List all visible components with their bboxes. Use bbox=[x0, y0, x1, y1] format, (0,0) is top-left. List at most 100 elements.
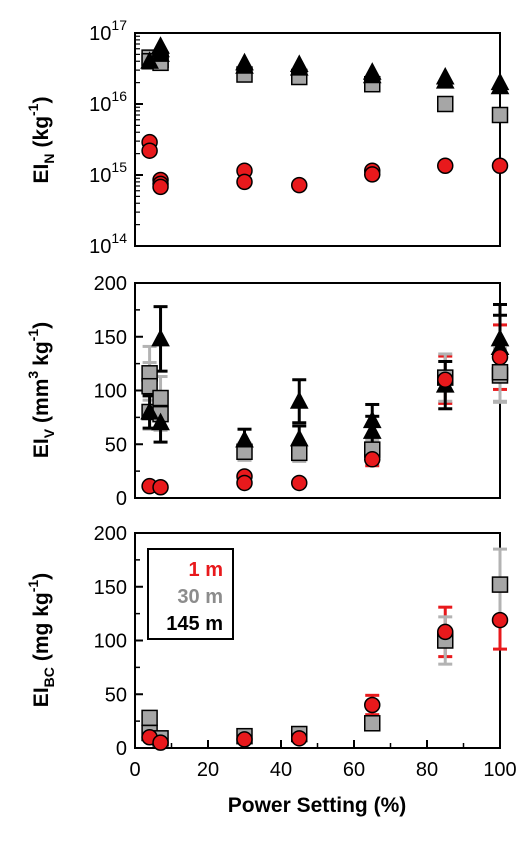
tick-exponent: 14 bbox=[111, 230, 127, 246]
marker-145m-triangle bbox=[151, 412, 170, 431]
y-tick-label: 50 bbox=[105, 684, 127, 706]
marker-145m-triangle bbox=[151, 328, 170, 347]
y-axis-title-bottom: EIBC (mg kg-1) bbox=[25, 573, 57, 707]
markers-top bbox=[140, 36, 510, 196]
y-ticks-bottom: 0 50 100 150 200 bbox=[94, 523, 143, 760]
y-title-unit-sup: -1 bbox=[25, 103, 41, 116]
x-tick-label: 60 bbox=[343, 759, 365, 781]
tick-base: 10 bbox=[89, 94, 111, 116]
y-tick-label: 0 bbox=[116, 738, 127, 760]
markers-middle bbox=[140, 328, 510, 496]
x-tick-label: 20 bbox=[197, 759, 219, 781]
y-title-unit2-sup: -1 bbox=[25, 329, 41, 342]
marker-1m-circle bbox=[437, 371, 454, 388]
marker-1m-circle bbox=[141, 142, 158, 159]
legend-box bbox=[147, 548, 234, 640]
marker-1m-circle bbox=[291, 474, 308, 492]
x-tick-label: 40 bbox=[270, 759, 292, 781]
y-title-main: EI bbox=[30, 438, 53, 458]
y-tick-label: 1015 bbox=[89, 159, 127, 187]
y-tick-label: 200 bbox=[94, 523, 127, 545]
y-tick-label: 150 bbox=[94, 327, 127, 349]
y-title-unit: (mg kg bbox=[30, 592, 53, 661]
marker-1m-circle bbox=[437, 623, 454, 641]
marker-145m-triangle bbox=[289, 391, 309, 409]
x-tick-label: 80 bbox=[416, 759, 438, 781]
y-title-sub: V bbox=[41, 428, 57, 438]
error-bars-bottom bbox=[365, 547, 507, 717]
marker-1m-circle bbox=[491, 157, 509, 174]
marker-1m-circle bbox=[364, 451, 381, 468]
y-title-unit: (kg bbox=[30, 116, 53, 148]
legend: 1 m 30 m 145 m bbox=[147, 548, 234, 640]
y-tick-label: 0 bbox=[116, 488, 127, 510]
y-tick-label: 100 bbox=[94, 631, 127, 653]
marker-145m-triangle bbox=[490, 76, 510, 95]
marker-1m-circle bbox=[491, 348, 509, 366]
marker-30m-square bbox=[291, 444, 308, 462]
y-axis-title-top: EIN (kg-1) bbox=[25, 97, 57, 184]
y-title-main: EI bbox=[30, 687, 53, 707]
legend-entry-1m: 1 m bbox=[189, 559, 223, 581]
y-title-unit2: kg bbox=[30, 341, 53, 366]
marker-30m-square bbox=[491, 576, 509, 593]
y-tick-label: 100 bbox=[94, 381, 127, 403]
y-tick-label: 1017 bbox=[89, 17, 127, 45]
marker-1m-circle bbox=[291, 730, 308, 747]
y-title-unit-sup: 3 bbox=[25, 371, 41, 379]
plot-frame-top bbox=[134, 32, 501, 247]
tick-exponent: 16 bbox=[111, 88, 127, 104]
marker-30m-square bbox=[141, 709, 158, 727]
x-ticks-bottom: 0 20 40 60 80 100 bbox=[129, 740, 517, 781]
tick-base: 10 bbox=[89, 236, 111, 258]
y-tick-label: 1014 bbox=[89, 230, 127, 258]
y-title-close: ) bbox=[30, 573, 53, 580]
marker-145m-triangle bbox=[362, 421, 382, 439]
y-title-close: ) bbox=[30, 322, 53, 329]
y-tick-label: 150 bbox=[94, 577, 127, 599]
marker-1m-circle bbox=[291, 176, 308, 194]
marker-1m-circle bbox=[236, 474, 253, 492]
legend-entry-145m: 145 m bbox=[166, 613, 223, 635]
y-title-sub: BC bbox=[41, 667, 57, 687]
tick-base: 10 bbox=[89, 23, 111, 45]
marker-145m-triangle bbox=[235, 56, 254, 74]
markers-bottom bbox=[141, 576, 509, 751]
marker-1m-circle bbox=[236, 173, 253, 191]
y-title-unit-sup: -1 bbox=[25, 580, 41, 593]
y-tick-label: 1016 bbox=[89, 88, 127, 116]
marker-145m-triangle bbox=[362, 65, 382, 84]
marker-1m-circle bbox=[152, 178, 169, 196]
marker-30m-square bbox=[491, 363, 509, 381]
tick-exponent: 17 bbox=[111, 17, 127, 33]
marker-1m-circle bbox=[491, 611, 509, 629]
y-title-sub: N bbox=[41, 153, 57, 163]
y-tick-label: 50 bbox=[105, 434, 127, 456]
y-ticks-middle: 0 50 100 150 200 bbox=[94, 273, 143, 510]
marker-30m-square bbox=[152, 389, 169, 407]
marker-30m-square bbox=[364, 715, 381, 732]
marker-145m-triangle bbox=[235, 429, 254, 448]
marker-145m-triangle bbox=[151, 44, 170, 62]
marker-1m-circle bbox=[236, 731, 253, 748]
marker-145m-triangle bbox=[140, 401, 159, 420]
marker-30m-square bbox=[491, 106, 509, 124]
marker-1m-circle bbox=[152, 479, 169, 496]
tick-base: 10 bbox=[89, 165, 111, 187]
tick-exponent: 15 bbox=[111, 159, 127, 175]
marker-145m-triangle bbox=[435, 71, 455, 89]
panel-middle: 0 50 100 150 200 EIV (mm3 kg-1) bbox=[25, 273, 510, 510]
legend-entry-30m: 30 m bbox=[177, 586, 223, 608]
y-title-main: EI bbox=[30, 164, 53, 184]
marker-1m-circle bbox=[152, 734, 169, 751]
marker-30m-square bbox=[437, 95, 454, 113]
y-title-close: ) bbox=[30, 97, 53, 104]
marker-1m-circle bbox=[364, 166, 381, 183]
x-tick-label: 100 bbox=[483, 759, 516, 781]
y-title-unit: (mm bbox=[30, 379, 53, 423]
x-tick-label: 0 bbox=[129, 759, 140, 781]
